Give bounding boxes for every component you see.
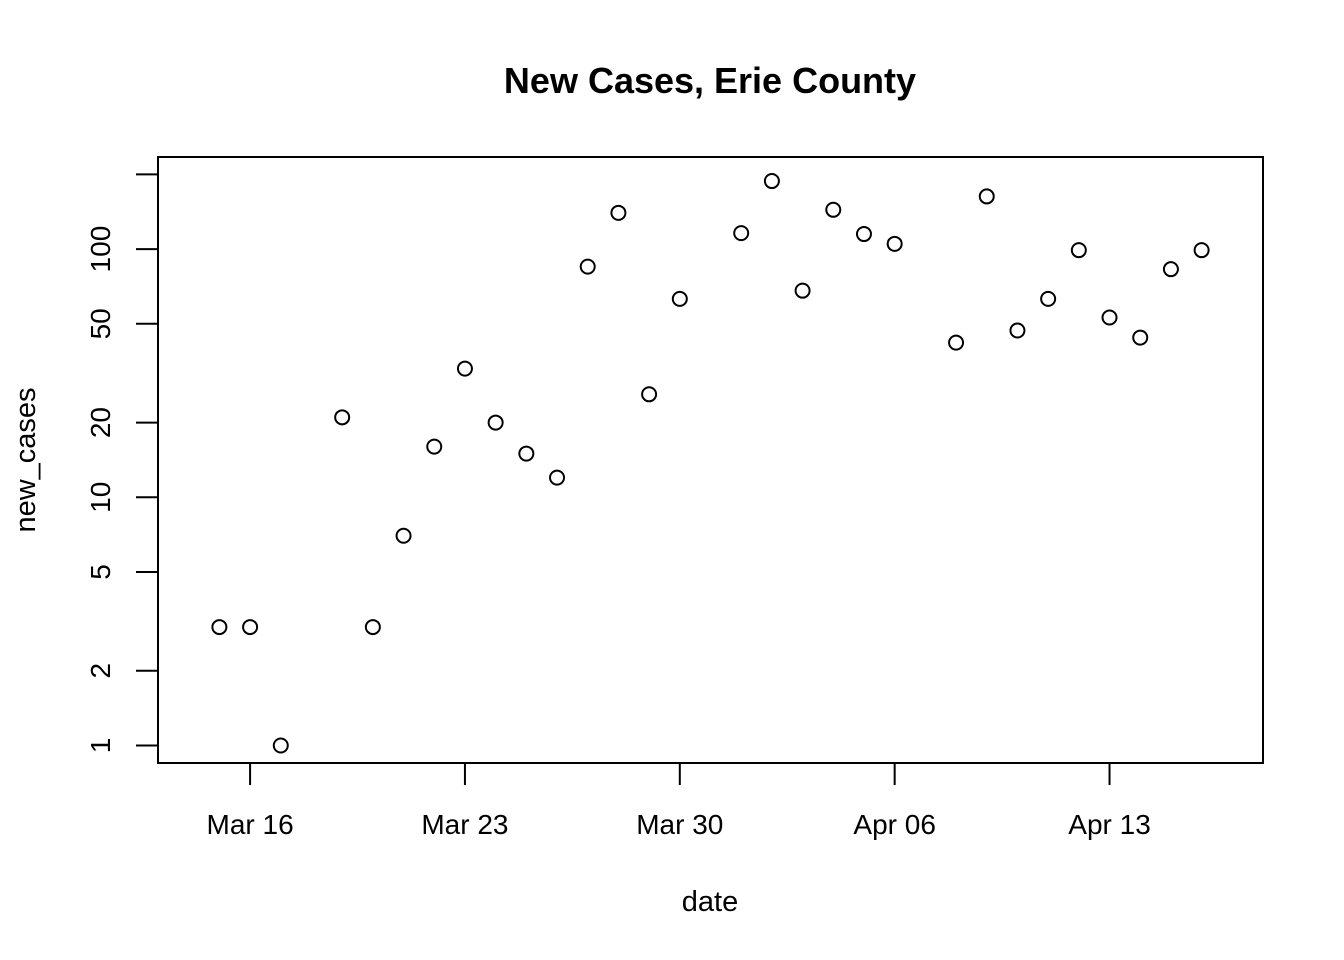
chart-title: New Cases, Erie County — [504, 60, 916, 101]
data-point — [825, 201, 842, 218]
data-point — [671, 290, 688, 307]
data-point — [456, 360, 473, 377]
data-point — [272, 737, 289, 754]
data-point — [518, 445, 535, 462]
data-point — [549, 469, 566, 486]
data-point — [886, 235, 903, 252]
data-point — [1070, 242, 1087, 259]
x-tick-label: Mar 30 — [636, 809, 723, 840]
y-tick-label: 20 — [85, 407, 116, 438]
data-point — [1132, 329, 1149, 346]
x-tick-label: Mar 16 — [207, 809, 294, 840]
data-point — [334, 409, 351, 426]
data-point — [1101, 309, 1118, 326]
data-point — [1009, 322, 1026, 339]
y-axis-label: new_cases — [10, 387, 42, 532]
data-point — [242, 619, 259, 636]
x-tick-label: Mar 23 — [421, 809, 508, 840]
y-tick-label: 1 — [85, 738, 116, 754]
data-point — [855, 226, 872, 243]
data-point — [395, 527, 412, 544]
x-axis-label: date — [682, 886, 738, 918]
plot-frame — [157, 156, 1264, 764]
data-point — [1193, 242, 1210, 259]
data-point — [948, 334, 965, 351]
data-point — [211, 619, 228, 636]
data-point — [794, 282, 811, 299]
data-point — [733, 225, 750, 242]
x-tick-label: Apr 13 — [1068, 809, 1151, 840]
y-tick-label: 2 — [85, 663, 116, 679]
y-tick-label: 5 — [85, 564, 116, 580]
x-tick-label: Apr 06 — [853, 809, 936, 840]
y-tick-label: 10 — [85, 482, 116, 513]
data-point — [1040, 290, 1057, 307]
data-point — [426, 438, 443, 455]
y-tick-label: 100 — [85, 226, 116, 273]
data-point — [763, 173, 780, 190]
data-point — [579, 258, 596, 275]
y-tick-label: 50 — [85, 308, 116, 339]
data-point — [978, 188, 995, 205]
data-points — [211, 173, 1210, 754]
x-axis: Mar 16 Mar 23 Mar 30 Apr 06 Apr 13 — [207, 762, 1151, 840]
data-point — [487, 414, 504, 431]
data-point — [1162, 261, 1179, 278]
data-point — [641, 386, 658, 403]
data-point — [610, 204, 627, 221]
data-point — [364, 619, 381, 636]
y-axis: 1 2 5 10 20 50 100 — [85, 173, 159, 754]
